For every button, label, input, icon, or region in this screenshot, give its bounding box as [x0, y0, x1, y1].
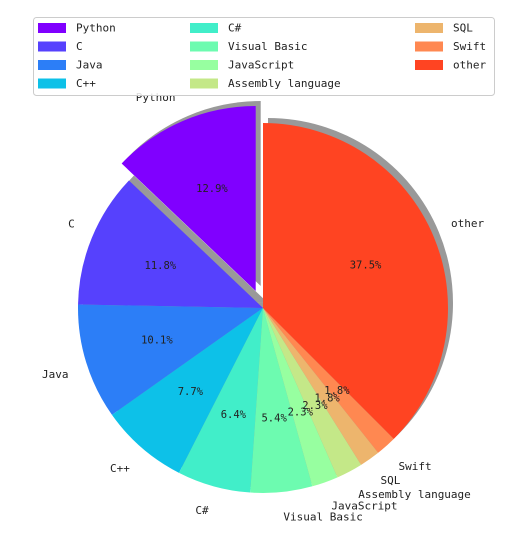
legend-swatch-c — [38, 41, 66, 52]
legend-swatch-c — [38, 78, 66, 89]
legend-label-assembly-language: Assembly language — [228, 77, 341, 90]
slice-javascript — [263, 308, 338, 487]
legend-label-other: other — [453, 59, 486, 72]
legend-swatch-javascript — [190, 60, 218, 70]
slice-c — [111, 308, 264, 473]
slice-assembly-language — [263, 308, 362, 478]
legend: Python C Java C++ C# Visual Basic JavaScript As… — [33, 17, 495, 96]
legend-swatch-java — [38, 60, 66, 70]
slice-c — [179, 308, 263, 493]
legend-frame — [33, 17, 495, 96]
category-label-other: other — [451, 217, 484, 230]
legend-label-sql: SQL — [453, 22, 473, 35]
slice-swift — [263, 308, 394, 453]
category-label-c: C++ — [110, 462, 130, 475]
legend-swatch-sql — [415, 23, 443, 33]
legend-label-python: Python — [76, 22, 116, 35]
percent-label-c: 6.4% — [221, 409, 247, 421]
legend-label-c: C# — [228, 22, 242, 35]
slice-java — [78, 304, 264, 415]
category-label-sql: SQL — [381, 474, 401, 487]
legend-swatch-c — [190, 23, 218, 33]
percent-label-java: 10.1% — [141, 335, 173, 347]
percent-label-python: 12.9% — [196, 183, 228, 195]
legend-swatch-assembly-language — [190, 78, 218, 89]
legend-swatch-other — [415, 60, 443, 70]
category-label-java: Java — [42, 368, 69, 381]
category-label-swift: Swift — [399, 460, 432, 473]
legend-swatch-visual-basic — [190, 41, 218, 52]
legend-label-java: Java — [76, 59, 103, 72]
slice-python — [121, 105, 256, 291]
percent-label-sql: 1.8% — [314, 393, 340, 405]
category-label-javascript: JavaScript — [331, 500, 397, 513]
percent-label-swift: 1.8% — [324, 385, 350, 397]
percent-labels: 12.9%11.8%10.1%7.7%6.4% 5.4% 2.3%2.3%1.8%1… — [141, 183, 382, 424]
slice-c — [78, 180, 263, 308]
percent-label-javascript: 2.3% — [288, 407, 314, 419]
percent-label-assembly-language: 2.3% — [302, 400, 328, 412]
percent-label-c: 11.8% — [145, 260, 177, 272]
percent-label-other: 37.5% — [350, 260, 382, 272]
percent-label-c: 7.7% — [178, 386, 204, 398]
legend-label-visual-basic: Visual Basic — [228, 40, 307, 53]
pie-slices — [78, 105, 448, 494]
slice-other — [263, 123, 448, 439]
category-label-assembly-language: Assembly language — [358, 488, 471, 501]
legend-label-c: C++ — [76, 77, 96, 90]
category-label-c: C — [68, 218, 75, 231]
legend-swatch-swift — [415, 41, 443, 52]
legend-label-javascript: JavaScript — [228, 59, 294, 72]
percent-label-visual-basic: 5.4% — [261, 412, 287, 424]
category-label-c: C# — [195, 504, 209, 517]
slice-sql — [263, 308, 379, 465]
legend-label-c: C — [76, 40, 83, 53]
slice-visual-basic — [250, 308, 313, 494]
legend-swatch-python — [38, 23, 66, 33]
category-label-visual-basic: Visual Basic — [283, 510, 362, 523]
legend-label-swift: Swift — [453, 40, 486, 53]
